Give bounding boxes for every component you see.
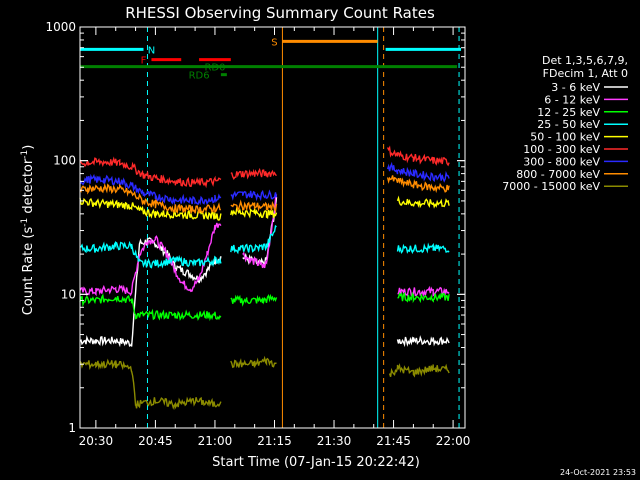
x-tick-label: 21:45 xyxy=(376,434,411,448)
x-tick-label: 21:00 xyxy=(198,434,233,448)
legend-header-line1: Det 1,3,5,6,7,9, xyxy=(542,54,628,67)
x-axis-label: Start Time (07-Jan-15 20:22:42) xyxy=(212,455,420,470)
flag-label-rd6: RD6 xyxy=(189,71,210,82)
series-6-line-0 xyxy=(79,173,222,206)
series-5 xyxy=(79,145,450,189)
series-8-line-1 xyxy=(230,355,277,369)
series-2 xyxy=(79,291,450,322)
legend-label-2: 12 - 25 keV xyxy=(537,106,600,119)
legend-label-4: 50 - 100 keV xyxy=(530,131,600,144)
chart-title: RHESSI Observing Summary Count Rates xyxy=(125,4,435,22)
series-3-line-0 xyxy=(79,240,222,269)
series-5-line-0 xyxy=(79,156,222,189)
series-4-line-2 xyxy=(396,195,450,209)
y-tick-label: 1 xyxy=(68,421,76,435)
plot-frame xyxy=(79,26,466,429)
series-1-line-0 xyxy=(79,222,222,297)
y-tick-label: 100 xyxy=(53,154,76,168)
y-tick-label: 1000 xyxy=(45,20,76,34)
flag-label-f: F xyxy=(141,56,147,67)
series-4 xyxy=(79,195,450,221)
series-6-line-2 xyxy=(386,161,450,183)
series-3 xyxy=(79,224,450,269)
series-2-line-1 xyxy=(230,293,278,307)
series-2-line-2 xyxy=(397,291,450,304)
series-7-line-1 xyxy=(230,199,278,213)
legend-label-5: 100 - 300 keV xyxy=(523,143,600,156)
x-tick-label: 20:30 xyxy=(79,434,114,448)
series-5-line-2 xyxy=(386,145,450,167)
legend: Det 1,3,5,6,7,9, FDecim 1, Att 0 3 - 6 k… xyxy=(502,54,628,193)
y-axis-label-part1: Count Rate (s xyxy=(21,227,36,316)
legend-label-6: 300 - 800 keV xyxy=(523,155,600,168)
series-6 xyxy=(79,161,450,206)
y-axis-label-part2: detector xyxy=(21,158,36,218)
series-8-line-2 xyxy=(388,362,450,378)
series-1-line-2 xyxy=(397,285,450,298)
flag-label-rd0: RD0 xyxy=(204,63,225,74)
series-7-line-0 xyxy=(79,182,221,215)
footer-timestamp: 24-Oct-2021 23:53 xyxy=(560,468,636,477)
flag-label-n: N xyxy=(148,45,155,56)
series-7 xyxy=(79,175,450,215)
legend-label-1: 6 - 12 keV xyxy=(544,93,600,106)
y-axis: 1 10 100 1000 xyxy=(45,20,465,435)
x-tick-label: 21:30 xyxy=(317,434,352,448)
series-layer xyxy=(79,145,450,410)
series-4-line-1 xyxy=(230,206,278,219)
legend-header-line2: FDecim 1, Att 0 xyxy=(543,67,628,80)
legend-label-8: 7000 - 15000 keV xyxy=(502,180,600,193)
x-tick-label: 20:45 xyxy=(138,434,173,448)
y-axis-label-part3: ) xyxy=(21,145,36,150)
x-tick-label: 22:00 xyxy=(436,434,471,448)
series-4-line-0 xyxy=(79,197,222,221)
legend-label-7: 800 - 7000 keV xyxy=(516,168,600,181)
series-2-line-0 xyxy=(79,293,222,322)
series-6-line-1 xyxy=(230,189,278,202)
legend-label-3: 25 - 50 keV xyxy=(537,118,600,131)
series-8 xyxy=(79,355,450,410)
series-8-line-0 xyxy=(79,358,222,410)
y-axis-label-sup2: -1 xyxy=(20,150,30,159)
series-3-line-1 xyxy=(230,224,277,255)
series-0-line-2 xyxy=(396,335,450,348)
legend-label-0: 3 - 6 keV xyxy=(551,81,600,94)
series-7-line-2 xyxy=(386,175,450,194)
x-tick-label: 21:15 xyxy=(257,434,292,448)
y-tick-label: 10 xyxy=(61,287,76,301)
flag-label-s: S xyxy=(271,37,277,48)
series-5-line-1 xyxy=(230,167,277,181)
series-3-line-2 xyxy=(396,242,450,255)
y-axis-label: Count Rate (s-1 detector-1) xyxy=(20,145,36,316)
y-axis-label-sup1: -1 xyxy=(20,218,30,227)
x-axis: 20:30 20:45 21:00 21:15 21:30 21:45 22:00 xyxy=(79,27,471,448)
